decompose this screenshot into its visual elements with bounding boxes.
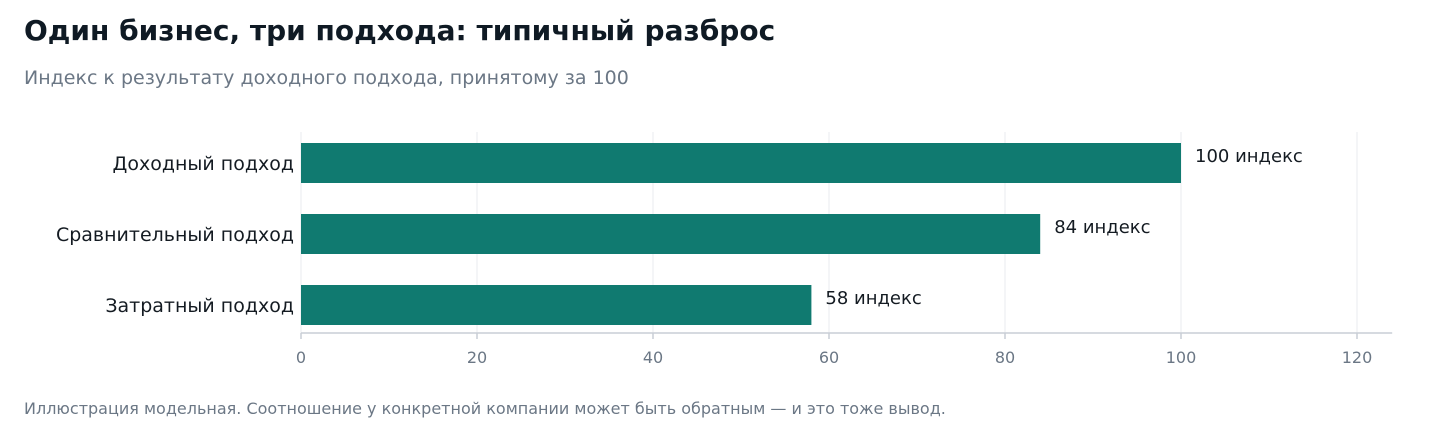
chart-title: Один бизнес, три подхода: типичный разбр… xyxy=(24,14,776,47)
x-tick-label-0: 0 xyxy=(296,348,306,367)
category-label-0: Доходный подход xyxy=(113,153,294,175)
bars xyxy=(301,143,1181,325)
data-label-2: 58 индекс xyxy=(825,288,921,309)
labels: Доходный подход 100 индекс Сравнительный п… xyxy=(56,146,1303,317)
category-label-1: Сравнительный подход xyxy=(56,224,294,246)
x-tick-label-5: 100 xyxy=(1166,348,1197,367)
x-axis: 0 20 40 60 80 100 120 xyxy=(296,332,1393,367)
x-tick-label-1: 20 xyxy=(467,348,487,367)
category-label-2: Затратный подход xyxy=(105,295,294,317)
chart-subtitle: Индекс к результату доходного подхода, п… xyxy=(24,67,629,89)
x-tick-label-4: 80 xyxy=(995,348,1015,367)
bar-0 xyxy=(301,143,1181,183)
chart-footnote: Иллюстрация модельная. Соотношение у кон… xyxy=(24,399,946,418)
x-tick-label-3: 60 xyxy=(819,348,839,367)
bar-1 xyxy=(301,214,1041,254)
x-tick-label-6: 120 xyxy=(1342,348,1373,367)
x-tick-label-2: 40 xyxy=(643,348,663,367)
data-label-0: 100 индекс xyxy=(1195,146,1303,167)
data-label-1: 84 индекс xyxy=(1054,217,1150,238)
bar-2 xyxy=(301,285,812,325)
